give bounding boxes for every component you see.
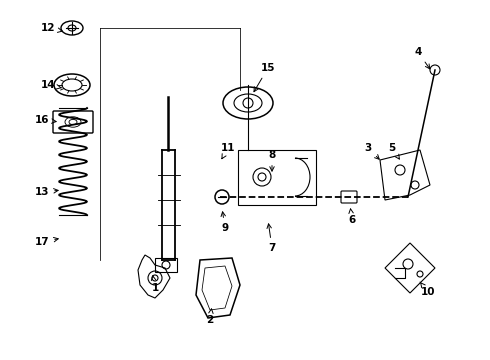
Text: 12: 12 (41, 23, 62, 33)
Text: 8: 8 (269, 150, 275, 171)
Text: 6: 6 (348, 209, 356, 225)
Text: 11: 11 (221, 143, 235, 159)
Text: 16: 16 (35, 115, 56, 125)
Text: 1: 1 (151, 276, 159, 293)
Text: 9: 9 (221, 212, 228, 233)
Text: 13: 13 (35, 187, 58, 197)
Text: 14: 14 (41, 80, 61, 90)
Text: 2: 2 (206, 309, 214, 325)
Text: 4: 4 (415, 47, 430, 69)
Text: 17: 17 (35, 237, 58, 247)
Text: 10: 10 (420, 282, 435, 297)
Text: 7: 7 (267, 224, 276, 253)
Text: 5: 5 (389, 143, 399, 159)
Text: 15: 15 (254, 63, 275, 92)
Text: 3: 3 (365, 143, 379, 159)
